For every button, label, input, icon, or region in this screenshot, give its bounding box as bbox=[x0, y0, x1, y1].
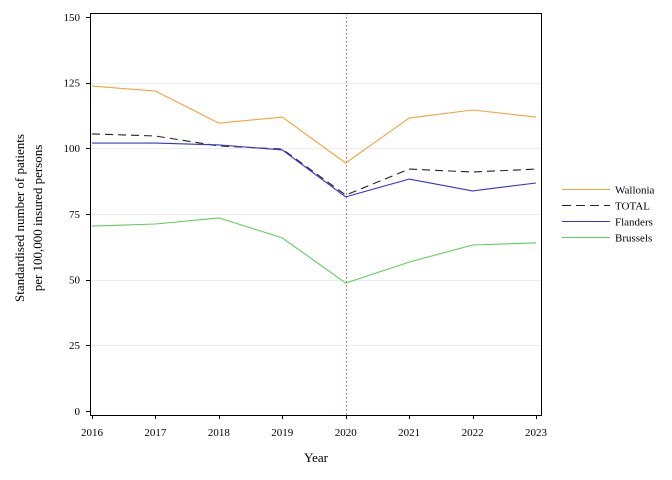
x-tick-label: 2020 bbox=[335, 427, 358, 439]
legend-label-wallonia: Wallonia bbox=[615, 184, 655, 196]
x-axis-label: Year bbox=[304, 450, 329, 465]
y-tick-label: 150 bbox=[64, 12, 81, 24]
x-tick-label: 2018 bbox=[208, 427, 231, 439]
y-tick-label: 50 bbox=[69, 275, 81, 287]
series-line-brussels bbox=[91, 217, 537, 284]
x-tick-label: 2017 bbox=[144, 427, 167, 439]
y-tick-label: 25 bbox=[69, 340, 81, 352]
legend-item-wallonia: Wallonia bbox=[562, 184, 655, 196]
x-tick-label: 2016 bbox=[81, 427, 104, 439]
series-lines bbox=[91, 85, 537, 284]
legend-label-brussels: Brussels bbox=[615, 232, 652, 244]
x-tick-label: 2021 bbox=[398, 427, 420, 439]
y-tick-label: 75 bbox=[69, 209, 81, 221]
legend: Wallonia TOTAL Flanders Brussels bbox=[562, 184, 655, 244]
y-axis-label-line-1: Standardised number of patients bbox=[12, 134, 27, 302]
legend-label-flanders: Flanders bbox=[615, 216, 653, 228]
y-tick-label: 0 bbox=[75, 406, 81, 418]
series-line-wallonia bbox=[91, 85, 537, 164]
y-tick-label: 100 bbox=[64, 143, 81, 155]
legend-item-total: TOTAL bbox=[562, 200, 650, 212]
gridlines bbox=[90, 83, 541, 346]
plot-frame bbox=[90, 13, 542, 416]
axes bbox=[90, 13, 542, 416]
y-tick-label: 125 bbox=[64, 78, 81, 90]
legend-item-brussels: Brussels bbox=[562, 232, 652, 244]
series-line-total bbox=[91, 133, 537, 196]
x-tick-label: 2022 bbox=[462, 427, 484, 439]
legend-item-flanders: Flanders bbox=[562, 216, 653, 228]
series-line-flanders bbox=[92, 142, 537, 198]
ticks: 0 25 50 75 100 125 150 2016 2017 2018 2019 2020 2021… bbox=[64, 12, 548, 439]
legend-label-total: TOTAL bbox=[615, 200, 650, 212]
y-axis-label-line-2: per 100,000 insured persons bbox=[30, 145, 45, 292]
x-tick-label: 2023 bbox=[525, 427, 548, 439]
x-tick-label: 2019 bbox=[271, 427, 294, 439]
